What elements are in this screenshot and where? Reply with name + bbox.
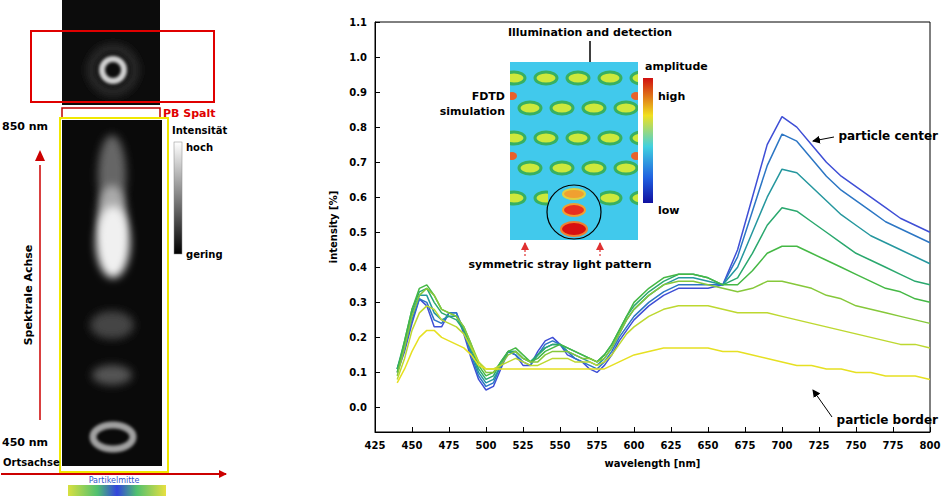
svg-text:450 nm: 450 nm <box>2 436 48 449</box>
svg-text:800: 800 <box>920 440 941 451</box>
svg-text:425: 425 <box>365 440 386 451</box>
svg-text:gering: gering <box>186 249 223 260</box>
svg-text:0.1: 0.1 <box>349 367 367 378</box>
svg-text:700: 700 <box>772 440 793 451</box>
svg-text:450: 450 <box>402 440 423 451</box>
svg-text:low: low <box>658 204 680 217</box>
svg-text:1.1: 1.1 <box>349 17 367 28</box>
svg-text:simulation: simulation <box>440 105 505 118</box>
svg-text:650: 650 <box>698 440 719 451</box>
svg-text:Ortsachse: Ortsachse <box>3 457 60 468</box>
svg-text:Intensität: Intensität <box>172 125 227 136</box>
svg-text:Spektrale Achse: Spektrale Achse <box>22 245 35 346</box>
svg-text:550: 550 <box>550 440 571 451</box>
svg-text:775: 775 <box>883 440 904 451</box>
svg-text:575: 575 <box>587 440 608 451</box>
svg-text:symmetric stray light pattern: symmetric stray light pattern <box>468 258 651 271</box>
svg-text:FDTD: FDTD <box>472 90 505 103</box>
svg-text:0.0: 0.0 <box>349 402 367 413</box>
svg-text:0.3: 0.3 <box>349 297 367 308</box>
svg-text:Illumination and detection: Illumination and detection <box>508 26 672 39</box>
svg-text:particle border: particle border <box>837 413 938 427</box>
svg-text:intensity [%]: intensity [%] <box>328 191 339 264</box>
svg-text:725: 725 <box>809 440 830 451</box>
svg-text:525: 525 <box>513 440 534 451</box>
svg-text:Partikelmitte: Partikelmitte <box>89 476 140 485</box>
svg-text:hoch: hoch <box>186 142 213 153</box>
svg-text:850 nm: 850 nm <box>2 120 48 133</box>
svg-text:0.7: 0.7 <box>349 157 367 168</box>
svg-text:wavelength [nm]: wavelength [nm] <box>605 458 701 469</box>
svg-text:600: 600 <box>624 440 645 451</box>
svg-text:0.2: 0.2 <box>349 332 367 343</box>
svg-text:0.5: 0.5 <box>349 227 367 238</box>
svg-text:625: 625 <box>661 440 682 451</box>
svg-text:particle center: particle center <box>838 129 938 143</box>
svg-text:PB Spalt: PB Spalt <box>163 107 216 120</box>
svg-text:475: 475 <box>439 440 460 451</box>
svg-text:0.8: 0.8 <box>349 122 367 133</box>
svg-text:1.0: 1.0 <box>349 52 367 63</box>
svg-text:amplitude: amplitude <box>645 60 708 73</box>
svg-text:0.9: 0.9 <box>349 87 367 98</box>
svg-text:500: 500 <box>476 440 497 451</box>
svg-text:0.4: 0.4 <box>349 262 367 273</box>
svg-text:750: 750 <box>846 440 867 451</box>
svg-text:0.6: 0.6 <box>349 192 367 203</box>
svg-text:high: high <box>658 90 685 103</box>
svg-text:675: 675 <box>735 440 756 451</box>
